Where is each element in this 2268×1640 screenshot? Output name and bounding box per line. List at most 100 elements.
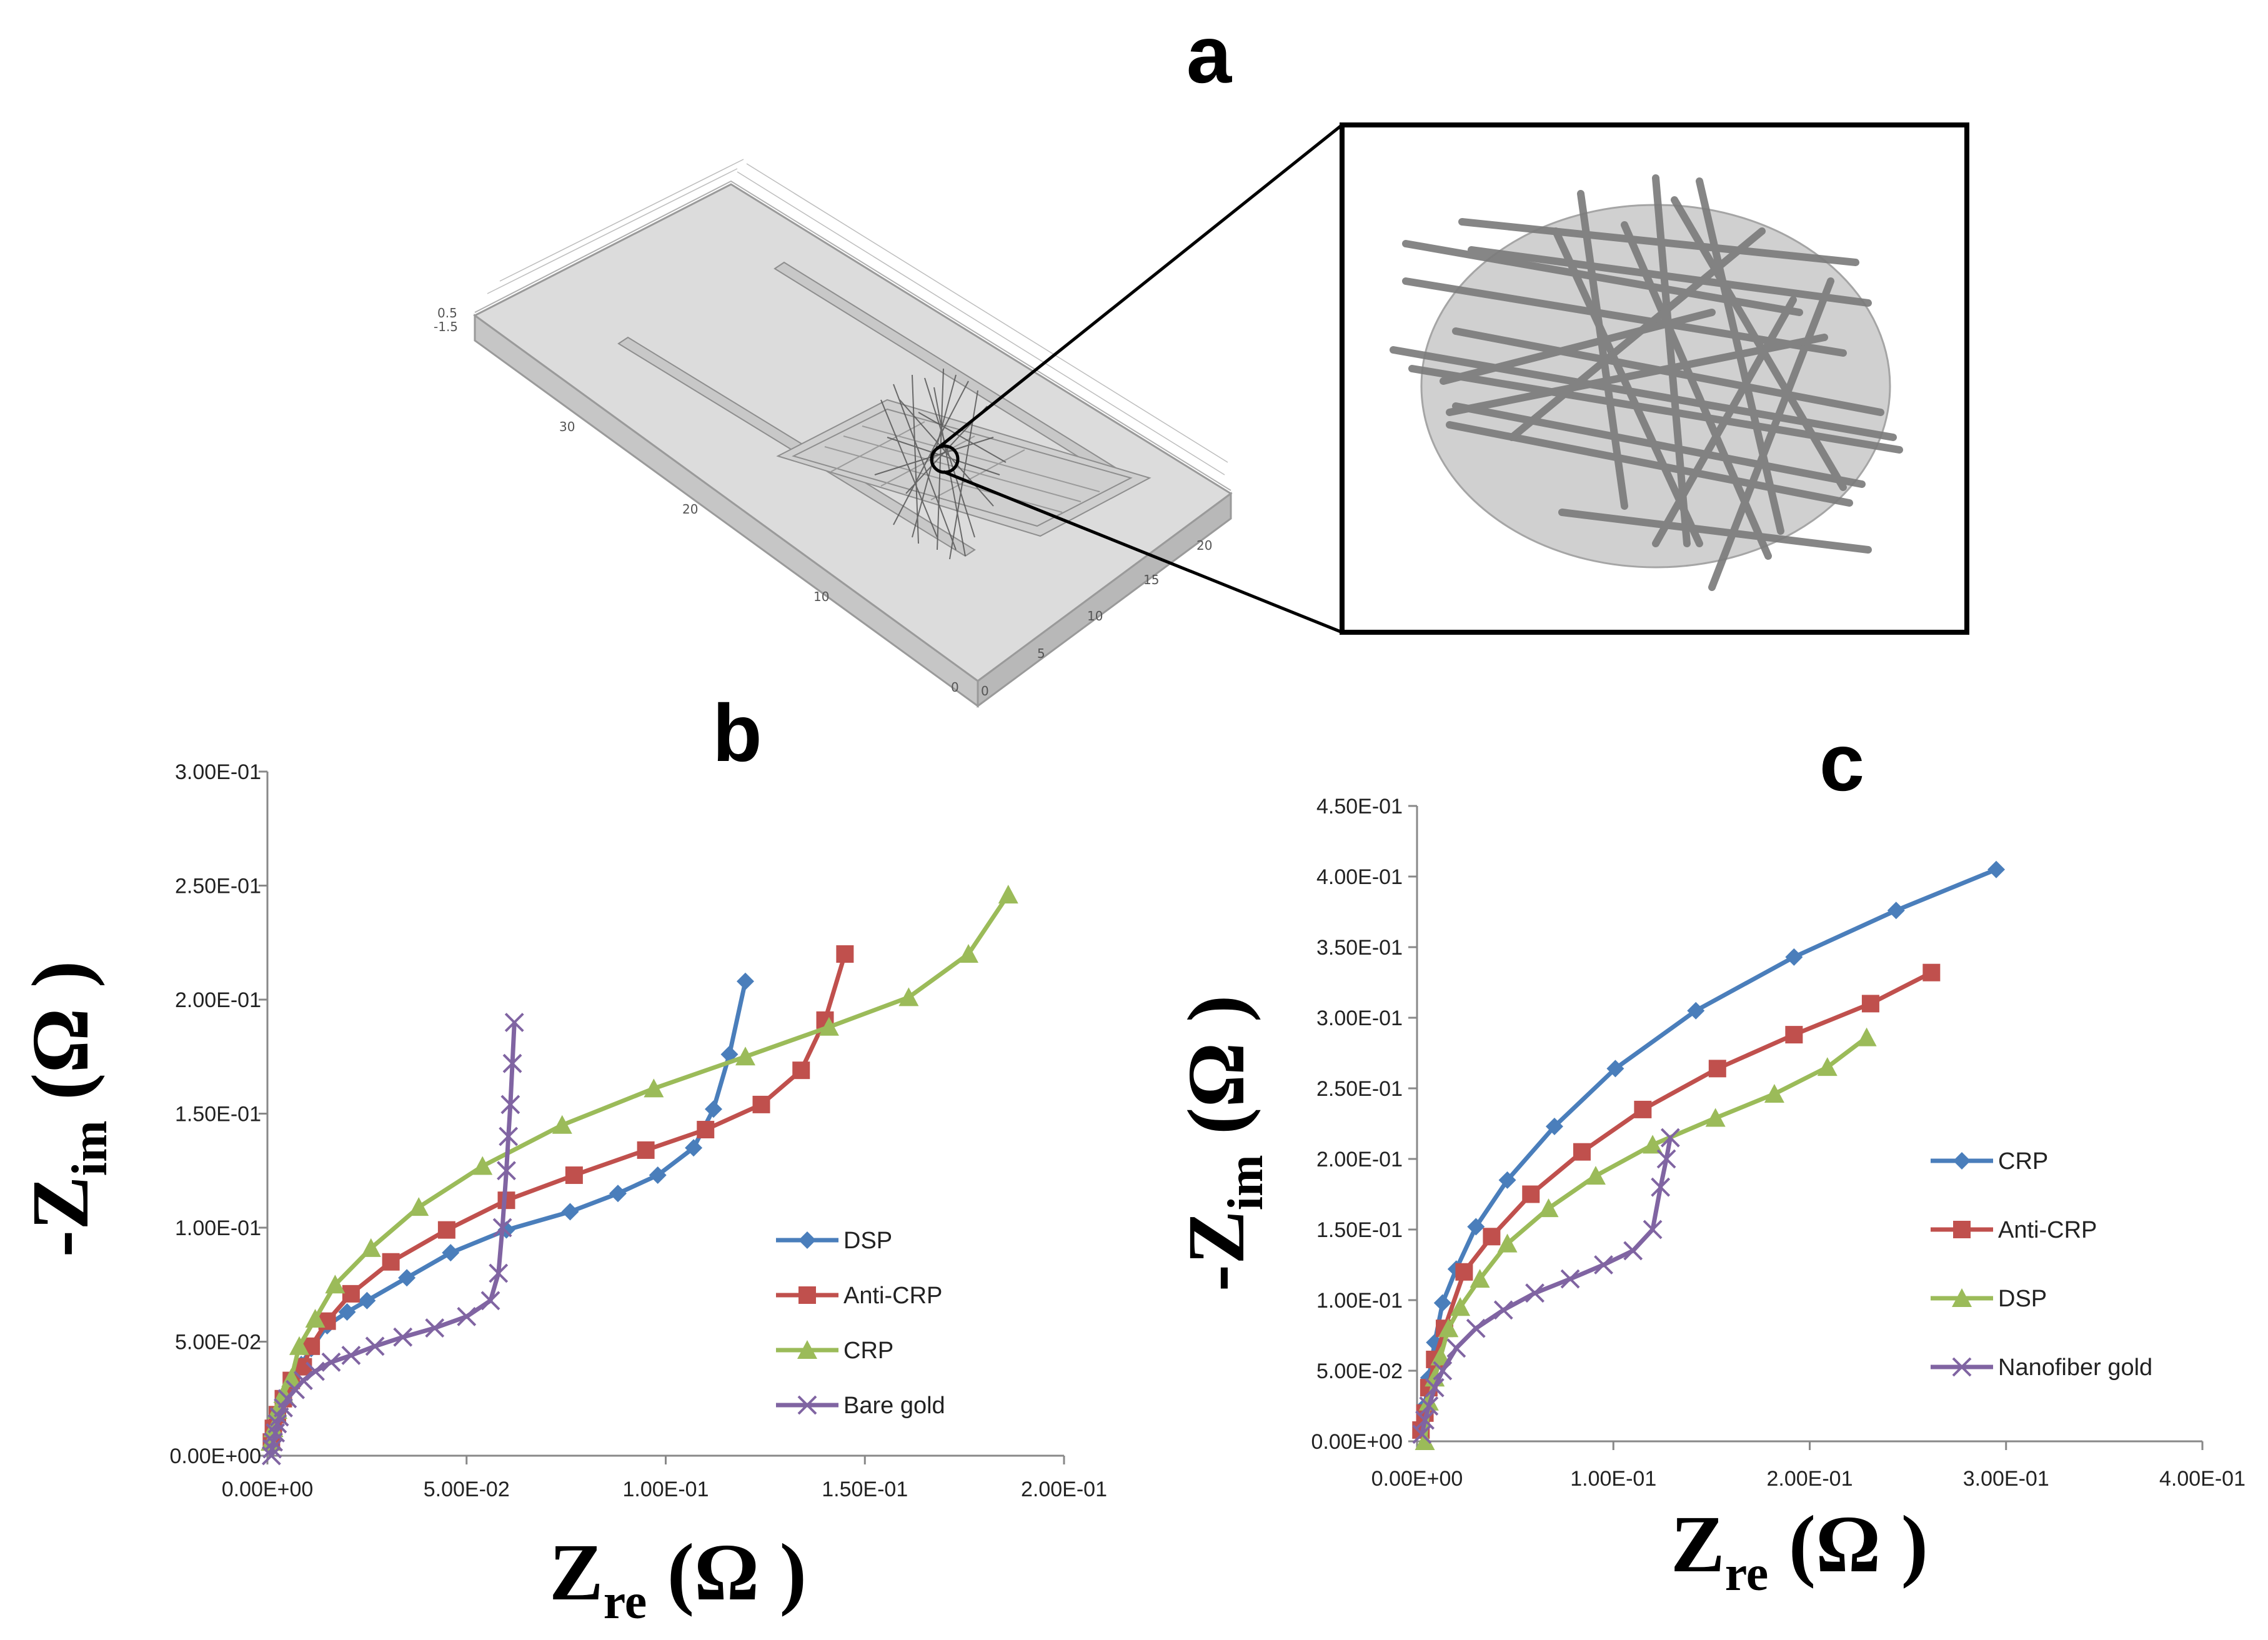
data-point	[644, 1078, 664, 1098]
zoom-inset-fibers	[1390, 174, 1903, 591]
data-point	[442, 1244, 460, 1262]
data-point	[1438, 1318, 1459, 1338]
y-tick-label: 1.00E-01	[1316, 1289, 1403, 1313]
legend-label: Anti-CRP	[843, 1283, 942, 1309]
legend-item: CRP	[776, 1338, 893, 1364]
data-point	[1446, 1338, 1466, 1358]
model-tick: 20	[682, 502, 698, 517]
model-tick: 30	[559, 419, 575, 434]
series-crp	[261, 885, 1018, 1451]
legend-marker	[797, 1395, 817, 1415]
x-tick-label: 1.00E-01	[1570, 1467, 1656, 1491]
y-tick-label: 3.50E-01	[1316, 936, 1403, 960]
data-point	[393, 1327, 413, 1347]
y-tick-label: 5.00E-02	[1316, 1359, 1403, 1383]
series-crp	[1412, 860, 2006, 1436]
data-point	[1419, 1396, 1439, 1416]
data-point	[472, 1156, 493, 1175]
data-point	[262, 1439, 282, 1459]
series-line	[269, 953, 847, 1443]
series-bare-gold	[261, 1013, 524, 1466]
data-point	[705, 1100, 722, 1118]
data-point	[1573, 1143, 1591, 1161]
data-point	[1415, 1431, 1435, 1450]
data-point	[341, 1345, 361, 1365]
data-point	[1497, 1233, 1518, 1253]
data-point	[565, 1166, 583, 1185]
legend-marker	[1953, 1152, 1971, 1170]
series-line	[1418, 867, 1997, 1428]
data-point	[637, 1141, 655, 1159]
data-point	[1560, 1269, 1580, 1289]
model-tick: 10	[1087, 609, 1103, 624]
legend-label: DSP	[1998, 1286, 2047, 1312]
data-point	[1467, 1218, 1485, 1236]
data-point	[1455, 1263, 1473, 1281]
data-point	[502, 1053, 522, 1073]
y-axis-title-main: -Z	[16, 1176, 106, 1257]
data-point	[1545, 1118, 1563, 1136]
data-point	[500, 1095, 520, 1115]
y-tick-label: 1.50E-01	[1316, 1218, 1403, 1242]
data-point	[289, 1336, 309, 1355]
data-point	[649, 1166, 667, 1185]
data-point	[457, 1306, 477, 1326]
model-tick: 0	[951, 680, 959, 695]
data-point	[365, 1336, 385, 1356]
x-tick-label: 2.00E-01	[1021, 1478, 1107, 1501]
series-line	[1418, 970, 1932, 1431]
y-tick-label: 4.50E-01	[1316, 795, 1403, 818]
legend-marker	[1953, 1221, 1971, 1238]
legend-label: DSP	[843, 1228, 892, 1254]
legend-item: Nanofiber gold	[1931, 1354, 2152, 1381]
legend-label: Anti-CRP	[1998, 1217, 2097, 1243]
legend-item: Anti-CRP	[1931, 1217, 2097, 1243]
data-point	[609, 1185, 627, 1203]
panel-label-b: b	[712, 687, 762, 778]
data-point	[1466, 1318, 1486, 1338]
data-point	[1705, 1108, 1726, 1127]
x-tick-label: 0.00E+00	[222, 1478, 314, 1501]
data-point	[497, 1161, 516, 1181]
panel-label-c: c	[1819, 717, 1864, 808]
y-tick-label: 1.00E-01	[175, 1216, 261, 1240]
legend-label: Nanofiber gold	[1998, 1354, 2152, 1381]
data-point	[306, 1361, 325, 1381]
data-point	[1687, 1001, 1705, 1020]
series-line	[269, 981, 748, 1445]
panel-label-a: a	[1186, 9, 1233, 100]
data-point	[737, 972, 754, 990]
y-axis-title-main: -Z	[1171, 1210, 1261, 1291]
model-tick: 0.5	[437, 306, 457, 321]
data-point	[1585, 1166, 1606, 1185]
y-axis-title: -Zim (Ω )	[16, 961, 117, 1258]
data-point	[1643, 1220, 1663, 1240]
legend-item: DSP	[776, 1228, 892, 1254]
legend-item: Anti-CRP	[776, 1283, 942, 1309]
data-point	[1656, 1149, 1676, 1169]
data-point	[818, 1016, 839, 1036]
data-point	[561, 1203, 579, 1221]
legend-label: CRP	[843, 1338, 893, 1364]
model-tick: 5	[1037, 646, 1045, 661]
legend-label: Bare gold	[843, 1393, 945, 1419]
x-axis-title: Zre (Ω )	[1671, 1499, 1928, 1601]
y-tick-label: 4.00E-01	[1316, 865, 1403, 889]
data-point	[1856, 1027, 1877, 1046]
data-point	[1606, 1060, 1624, 1078]
legend-label: CRP	[1998, 1148, 2048, 1175]
data-point	[685, 1139, 703, 1157]
series-dsp	[262, 972, 754, 1453]
data-point	[1450, 1297, 1471, 1316]
data-point	[1594, 1255, 1613, 1275]
model-tick: 15	[1143, 572, 1159, 587]
series-anti-crp	[262, 945, 854, 1451]
data-point	[1634, 1100, 1652, 1118]
y-tick-label: 2.50E-01	[175, 875, 261, 898]
y-tick-label: 2.00E-01	[175, 988, 261, 1012]
data-point	[1623, 1241, 1643, 1261]
x-tick-label: 0.00E+00	[1371, 1467, 1463, 1491]
y-axis-title-sub: im	[62, 1120, 117, 1176]
data-point	[325, 1275, 346, 1294]
